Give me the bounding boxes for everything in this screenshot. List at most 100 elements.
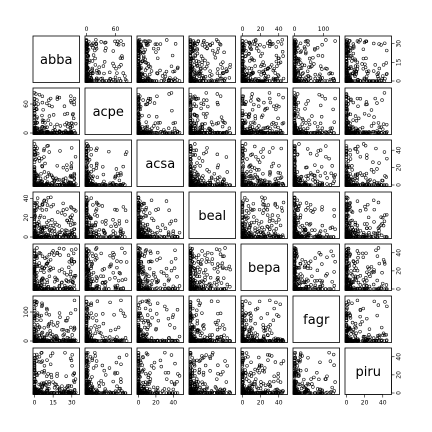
data-point [193, 43, 198, 47]
data-point [43, 161, 47, 166]
data-point [94, 46, 99, 51]
variable-label-piru: piru [356, 365, 381, 380]
data-point [113, 75, 118, 79]
data-point [136, 58, 141, 63]
data-point [93, 48, 97, 53]
data-point [248, 178, 252, 182]
data-point [216, 79, 220, 83]
data-point [261, 155, 265, 159]
data-point [203, 115, 208, 119]
data-point [188, 50, 193, 54]
data-point [136, 39, 141, 43]
data-point [137, 73, 141, 77]
data-point [203, 75, 208, 79]
data-point [297, 142, 301, 146]
data-point [261, 147, 265, 151]
data-point [212, 172, 216, 176]
data-point [205, 46, 209, 50]
data-point [358, 155, 363, 159]
data-point [195, 161, 199, 165]
data-point [241, 42, 245, 46]
data-point [205, 65, 209, 69]
data-point [46, 118, 50, 122]
data-point [257, 49, 261, 53]
panel-fagr-vs-fagr [292, 295, 340, 343]
data-point [372, 41, 376, 46]
data-point [373, 96, 377, 101]
data-point [136, 65, 141, 69]
data-point [249, 99, 253, 103]
data-point [274, 59, 279, 64]
data-point [380, 98, 384, 102]
data-point [296, 108, 301, 112]
data-point [244, 39, 248, 43]
panel-acsa-vs-abba [32, 139, 80, 187]
data-point [114, 79, 119, 83]
data-point [344, 155, 349, 159]
data-point [256, 158, 260, 162]
data-point [357, 116, 361, 120]
data-point [45, 174, 50, 179]
data-point [332, 120, 336, 124]
data-point [85, 72, 89, 77]
data-point [363, 144, 368, 148]
data-point [166, 79, 171, 83]
data-point [356, 144, 360, 149]
data-point [136, 56, 141, 61]
data-point [311, 56, 315, 60]
data-point [153, 121, 158, 125]
data-point [200, 43, 205, 47]
points-acpe-vs-beal [188, 91, 232, 135]
data-point [329, 171, 333, 175]
data-point [69, 99, 73, 103]
data-point [89, 164, 94, 168]
data-point [188, 79, 193, 83]
data-point [197, 74, 201, 79]
data-point [277, 61, 281, 66]
data-point [216, 46, 220, 51]
data-point [208, 79, 213, 83]
data-point [47, 114, 52, 118]
data-point [94, 166, 99, 170]
data-point [325, 176, 329, 180]
data-point [65, 207, 69, 211]
data-point [245, 69, 249, 73]
data-point [207, 79, 211, 83]
data-point [306, 177, 310, 181]
data-point [313, 121, 317, 125]
data-point [254, 155, 258, 159]
data-point [281, 54, 285, 58]
data-point [202, 151, 206, 156]
data-point [95, 161, 99, 166]
data-point [216, 176, 220, 180]
data-point [218, 74, 222, 78]
data-point [35, 146, 39, 150]
data-point [84, 59, 89, 63]
data-point [382, 91, 387, 95]
panel-piru-vs-acpe [84, 347, 132, 395]
data-point [49, 204, 53, 209]
data-point [224, 155, 229, 159]
data-point [115, 42, 119, 46]
points-abba-vs-acsa [136, 38, 182, 83]
data-point [257, 76, 261, 81]
points-acpe-vs-bepa [240, 91, 286, 135]
data-point [68, 223, 73, 227]
data-point [69, 161, 74, 165]
points-abba-vs-acpe [84, 38, 129, 83]
data-point [268, 173, 272, 177]
data-point [123, 235, 127, 239]
data-point [211, 48, 215, 53]
data-point [199, 66, 203, 71]
data-point [115, 71, 119, 75]
data-point [307, 118, 311, 122]
data-point [295, 92, 300, 96]
data-point [136, 46, 141, 51]
data-point [356, 104, 360, 108]
data-point [249, 66, 254, 71]
data-point [55, 223, 59, 227]
data-point [270, 63, 274, 67]
data-point [328, 183, 333, 187]
data-point [197, 79, 202, 83]
data-point [320, 43, 324, 47]
